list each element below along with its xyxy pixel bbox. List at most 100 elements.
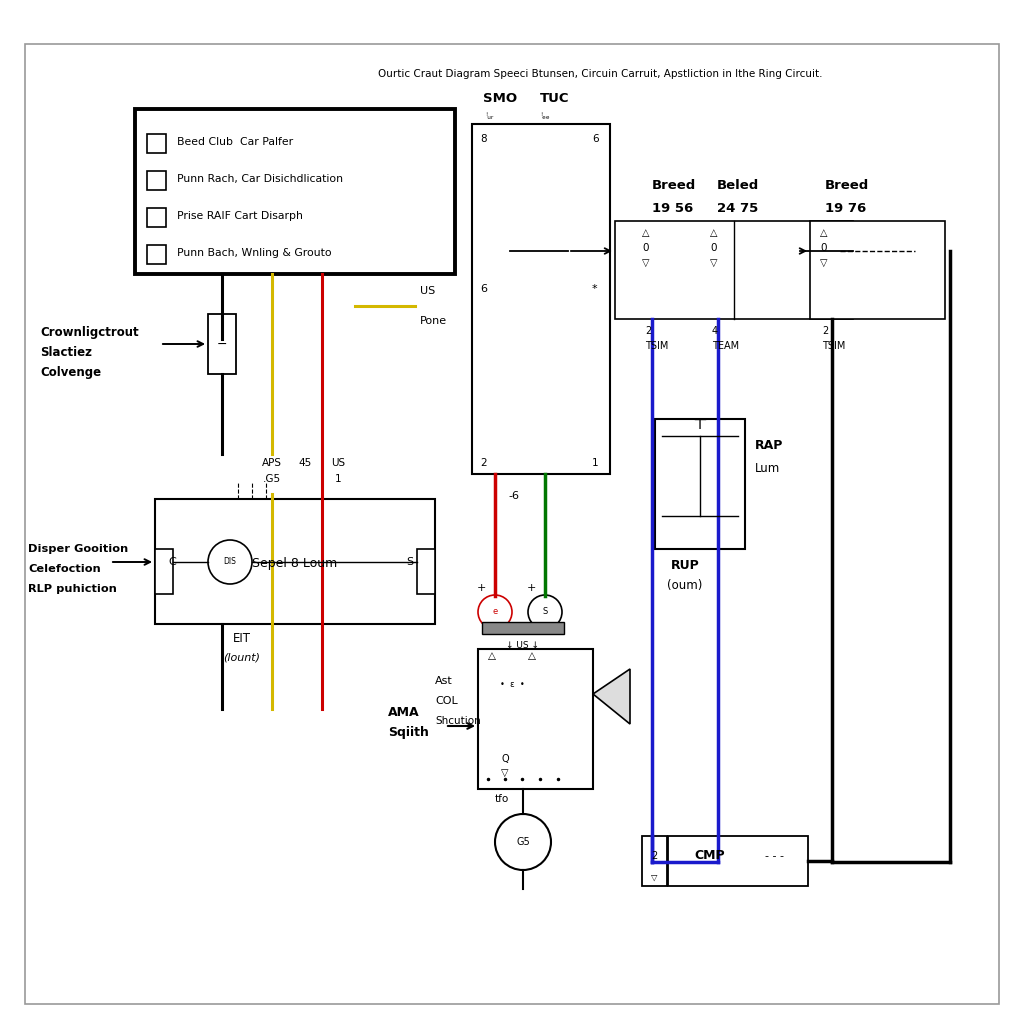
Text: Beed Club  Car Palfer: Beed Club Car Palfer	[177, 137, 293, 147]
Text: APS: APS	[262, 458, 282, 468]
Text: Slactiez: Slactiez	[40, 346, 92, 359]
Text: Beled: Beled	[717, 179, 759, 193]
Text: ▽: ▽	[710, 258, 718, 268]
Text: 0: 0	[820, 243, 826, 253]
Bar	[155, 499, 435, 624]
Circle shape	[478, 595, 512, 629]
Circle shape	[208, 540, 252, 584]
Bar	[655, 419, 745, 549]
Text: 0: 0	[710, 243, 717, 253]
Text: 6: 6	[480, 284, 487, 294]
Text: I: I	[698, 418, 702, 432]
Text: ▽: ▽	[642, 258, 649, 268]
Text: Disper Gooition: Disper Gooition	[28, 544, 128, 554]
Text: DIS: DIS	[223, 557, 237, 566]
Text: △: △	[528, 651, 536, 662]
Bar	[417, 549, 435, 594]
Text: 2: 2	[651, 851, 657, 861]
Text: •  ε  •: • ε •	[500, 680, 524, 689]
Text: 1: 1	[592, 458, 599, 468]
Text: Ast: Ast	[435, 676, 453, 686]
Text: Breed: Breed	[652, 179, 696, 193]
Text: Sqiith: Sqiith	[388, 726, 429, 739]
Text: - - -: - - -	[765, 851, 784, 861]
Text: C: C	[168, 557, 176, 567]
Bar	[668, 836, 808, 886]
Text: 2: 2	[645, 326, 651, 336]
Text: e: e	[493, 607, 498, 616]
Text: TUC: TUC	[540, 92, 569, 105]
Polygon shape	[593, 669, 630, 724]
Bar	[147, 208, 166, 227]
Text: 2: 2	[480, 458, 486, 468]
Text: 0: 0	[642, 243, 648, 253]
Text: TEAM: TEAM	[712, 341, 739, 351]
Text: (oum): (oum)	[668, 579, 702, 592]
Bar	[482, 622, 564, 634]
Text: 4: 4	[712, 326, 718, 336]
Text: 6: 6	[592, 134, 599, 144]
Text: S: S	[543, 607, 548, 616]
Bar	[810, 221, 945, 319]
Text: US: US	[331, 458, 345, 468]
Bar	[615, 221, 853, 319]
Bar	[147, 134, 166, 153]
Text: Shcution: Shcution	[435, 716, 480, 726]
Text: (lount): (lount)	[223, 652, 260, 662]
Text: -6: -6	[508, 490, 519, 501]
Text: RLP puhiction: RLP puhiction	[28, 584, 117, 594]
Text: ▽: ▽	[650, 873, 657, 882]
Text: AMA: AMA	[388, 706, 420, 719]
Text: ꜝₑₑ: ꜝₑₑ	[540, 112, 550, 121]
Bar	[208, 314, 236, 374]
Bar	[147, 245, 166, 264]
Text: Punn Bach, Wnling & Grouto: Punn Bach, Wnling & Grouto	[177, 248, 332, 258]
Bar	[155, 549, 173, 594]
Bar	[642, 836, 667, 886]
Text: −: −	[217, 338, 227, 350]
Text: +: +	[527, 583, 537, 593]
Text: Colvenge: Colvenge	[40, 366, 101, 379]
Text: S: S	[407, 557, 414, 567]
Text: ▽: ▽	[820, 258, 827, 268]
Text: △: △	[488, 651, 496, 662]
Text: Prise RAIF Cart Disarph: Prise RAIF Cart Disarph	[177, 211, 303, 221]
Text: ▽: ▽	[502, 768, 509, 778]
Text: ꜝᵤᵣ: ꜝᵤᵣ	[485, 112, 494, 121]
Bar	[135, 109, 455, 274]
Text: RUP: RUP	[671, 559, 699, 572]
Text: 24 75: 24 75	[717, 202, 758, 215]
Text: SMO: SMO	[483, 92, 517, 105]
Text: △: △	[642, 228, 649, 238]
Bar	[472, 124, 610, 474]
Text: 2: 2	[822, 326, 828, 336]
Text: RAP: RAP	[755, 439, 783, 452]
Text: 8: 8	[480, 134, 486, 144]
Circle shape	[495, 814, 551, 870]
Text: +: +	[477, 583, 486, 593]
Text: G5: G5	[516, 837, 529, 847]
Text: CMP: CMP	[694, 849, 725, 862]
Bar	[478, 649, 593, 790]
Text: Pone: Pone	[420, 316, 447, 326]
Text: 1: 1	[335, 474, 341, 484]
Circle shape	[528, 595, 562, 629]
Text: Breed: Breed	[825, 179, 869, 193]
Text: TSIM: TSIM	[822, 341, 846, 351]
Text: 45: 45	[298, 458, 311, 468]
Text: △: △	[820, 228, 827, 238]
Text: EIT: EIT	[233, 632, 251, 645]
Text: △: △	[710, 228, 718, 238]
Text: .G5: .G5	[263, 474, 281, 484]
Text: ↓ US ↓: ↓ US ↓	[507, 641, 540, 650]
Text: TSIM: TSIM	[645, 341, 669, 351]
Text: tfo: tfo	[495, 794, 509, 804]
Bar	[147, 171, 166, 190]
Text: US: US	[420, 286, 435, 296]
Text: 19 76: 19 76	[825, 202, 866, 215]
Text: Ourtic Craut Diagram Speeci Btunsen, Circuin Carruit, Apstliction in lthe Ring C: Ourtic Craut Diagram Speeci Btunsen, Cir…	[378, 69, 822, 79]
Text: *: *	[592, 284, 598, 294]
Text: Q: Q	[501, 754, 509, 764]
Text: Crownligctrout: Crownligctrout	[40, 326, 138, 339]
Text: 19 56: 19 56	[652, 202, 693, 215]
